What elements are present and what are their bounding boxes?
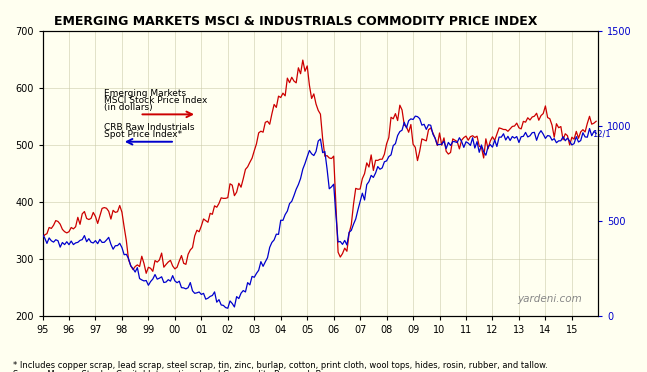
Text: EMERGING MARKETS MSCI & INDUSTRIALS COMMODITY PRICE INDEX: EMERGING MARKETS MSCI & INDUSTRIALS COMM… bbox=[54, 15, 537, 28]
Text: Emerging Markets: Emerging Markets bbox=[104, 89, 186, 98]
Text: yardeni.com: yardeni.com bbox=[517, 294, 582, 304]
Text: 12/1: 12/1 bbox=[592, 129, 610, 138]
Text: * Includes copper scrap, lead scrap, steel scrap, tin, zinc, burlap, cotton, pri: * Includes copper scrap, lead scrap, ste… bbox=[13, 361, 548, 370]
Text: CRB Raw Industrials: CRB Raw Industrials bbox=[104, 123, 195, 132]
Text: Source: Morgan Stanley Capital International and Commodity Research Bureau.: Source: Morgan Stanley Capital Internati… bbox=[13, 370, 349, 372]
Text: (in dollars): (in dollars) bbox=[104, 103, 153, 112]
Text: MSCI Stock Price Index: MSCI Stock Price Index bbox=[104, 96, 208, 105]
Text: Spot Price Index*: Spot Price Index* bbox=[104, 130, 182, 139]
